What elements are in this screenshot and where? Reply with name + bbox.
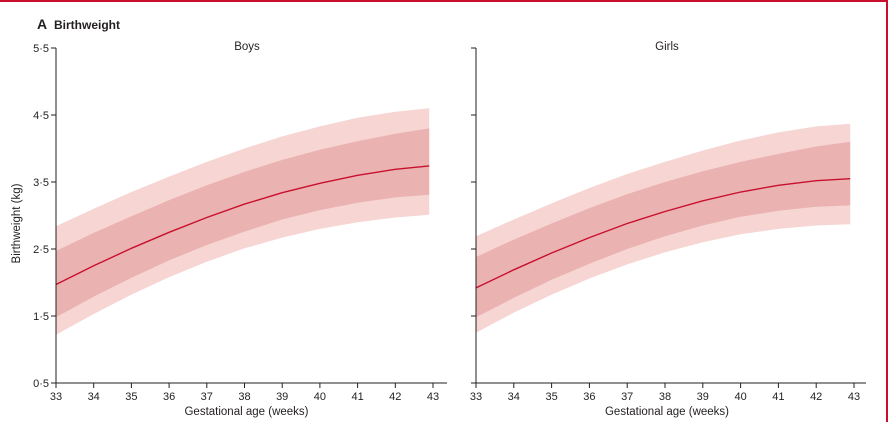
- y-tick-label: 1·5: [33, 311, 49, 323]
- x-tick-label: 36: [583, 391, 595, 403]
- x-tick-label: 43: [848, 391, 860, 403]
- x-tick-label: 35: [545, 391, 557, 403]
- x-tick-label: 36: [163, 391, 175, 403]
- x-tick-label: 37: [621, 391, 633, 403]
- x-tick-label: 40: [314, 391, 326, 403]
- subplot-title: Boys: [234, 41, 260, 53]
- x-tick-label: 41: [351, 391, 363, 403]
- x-tick-label: 41: [772, 391, 784, 403]
- panel-letter: A: [37, 16, 48, 32]
- inner-band-0: [56, 128, 430, 318]
- x-axis-title: Gestational age (weeks): [605, 406, 729, 418]
- median-line-1: [475, 178, 851, 289]
- y-tick-label: 4·5: [33, 110, 49, 122]
- x-tick-label: 38: [659, 391, 671, 403]
- panel-title: Birthweight: [54, 18, 120, 32]
- x-tick-label: 40: [734, 391, 746, 403]
- x-tick-label: 42: [810, 391, 822, 403]
- y-tick-label: 0·5: [33, 378, 49, 390]
- y-tick-label: 2·5: [33, 244, 49, 256]
- x-tick-label: 37: [201, 391, 213, 403]
- x-tick-label: 35: [125, 391, 137, 403]
- x-tick-label: 39: [697, 391, 709, 403]
- y-axis-title: Birthweight (kg): [11, 183, 23, 263]
- x-tick-label: 39: [276, 391, 288, 403]
- x-tick-label: 34: [508, 391, 520, 403]
- y-tick-label: 5·5: [33, 43, 49, 55]
- subplot-title: Girls: [655, 41, 679, 53]
- x-tick-label: 33: [50, 391, 62, 403]
- x-tick-label: 33: [470, 391, 482, 403]
- median-line-0: [55, 165, 430, 286]
- x-tick-label: 38: [238, 391, 250, 403]
- x-tick-label: 42: [389, 391, 401, 403]
- x-axis-title: Gestational age (weeks): [184, 406, 308, 418]
- inner-band-1: [476, 141, 851, 318]
- x-tick-label: 34: [88, 391, 100, 403]
- x-tick-label: 43: [427, 391, 439, 403]
- y-tick-label: 3·5: [33, 177, 49, 189]
